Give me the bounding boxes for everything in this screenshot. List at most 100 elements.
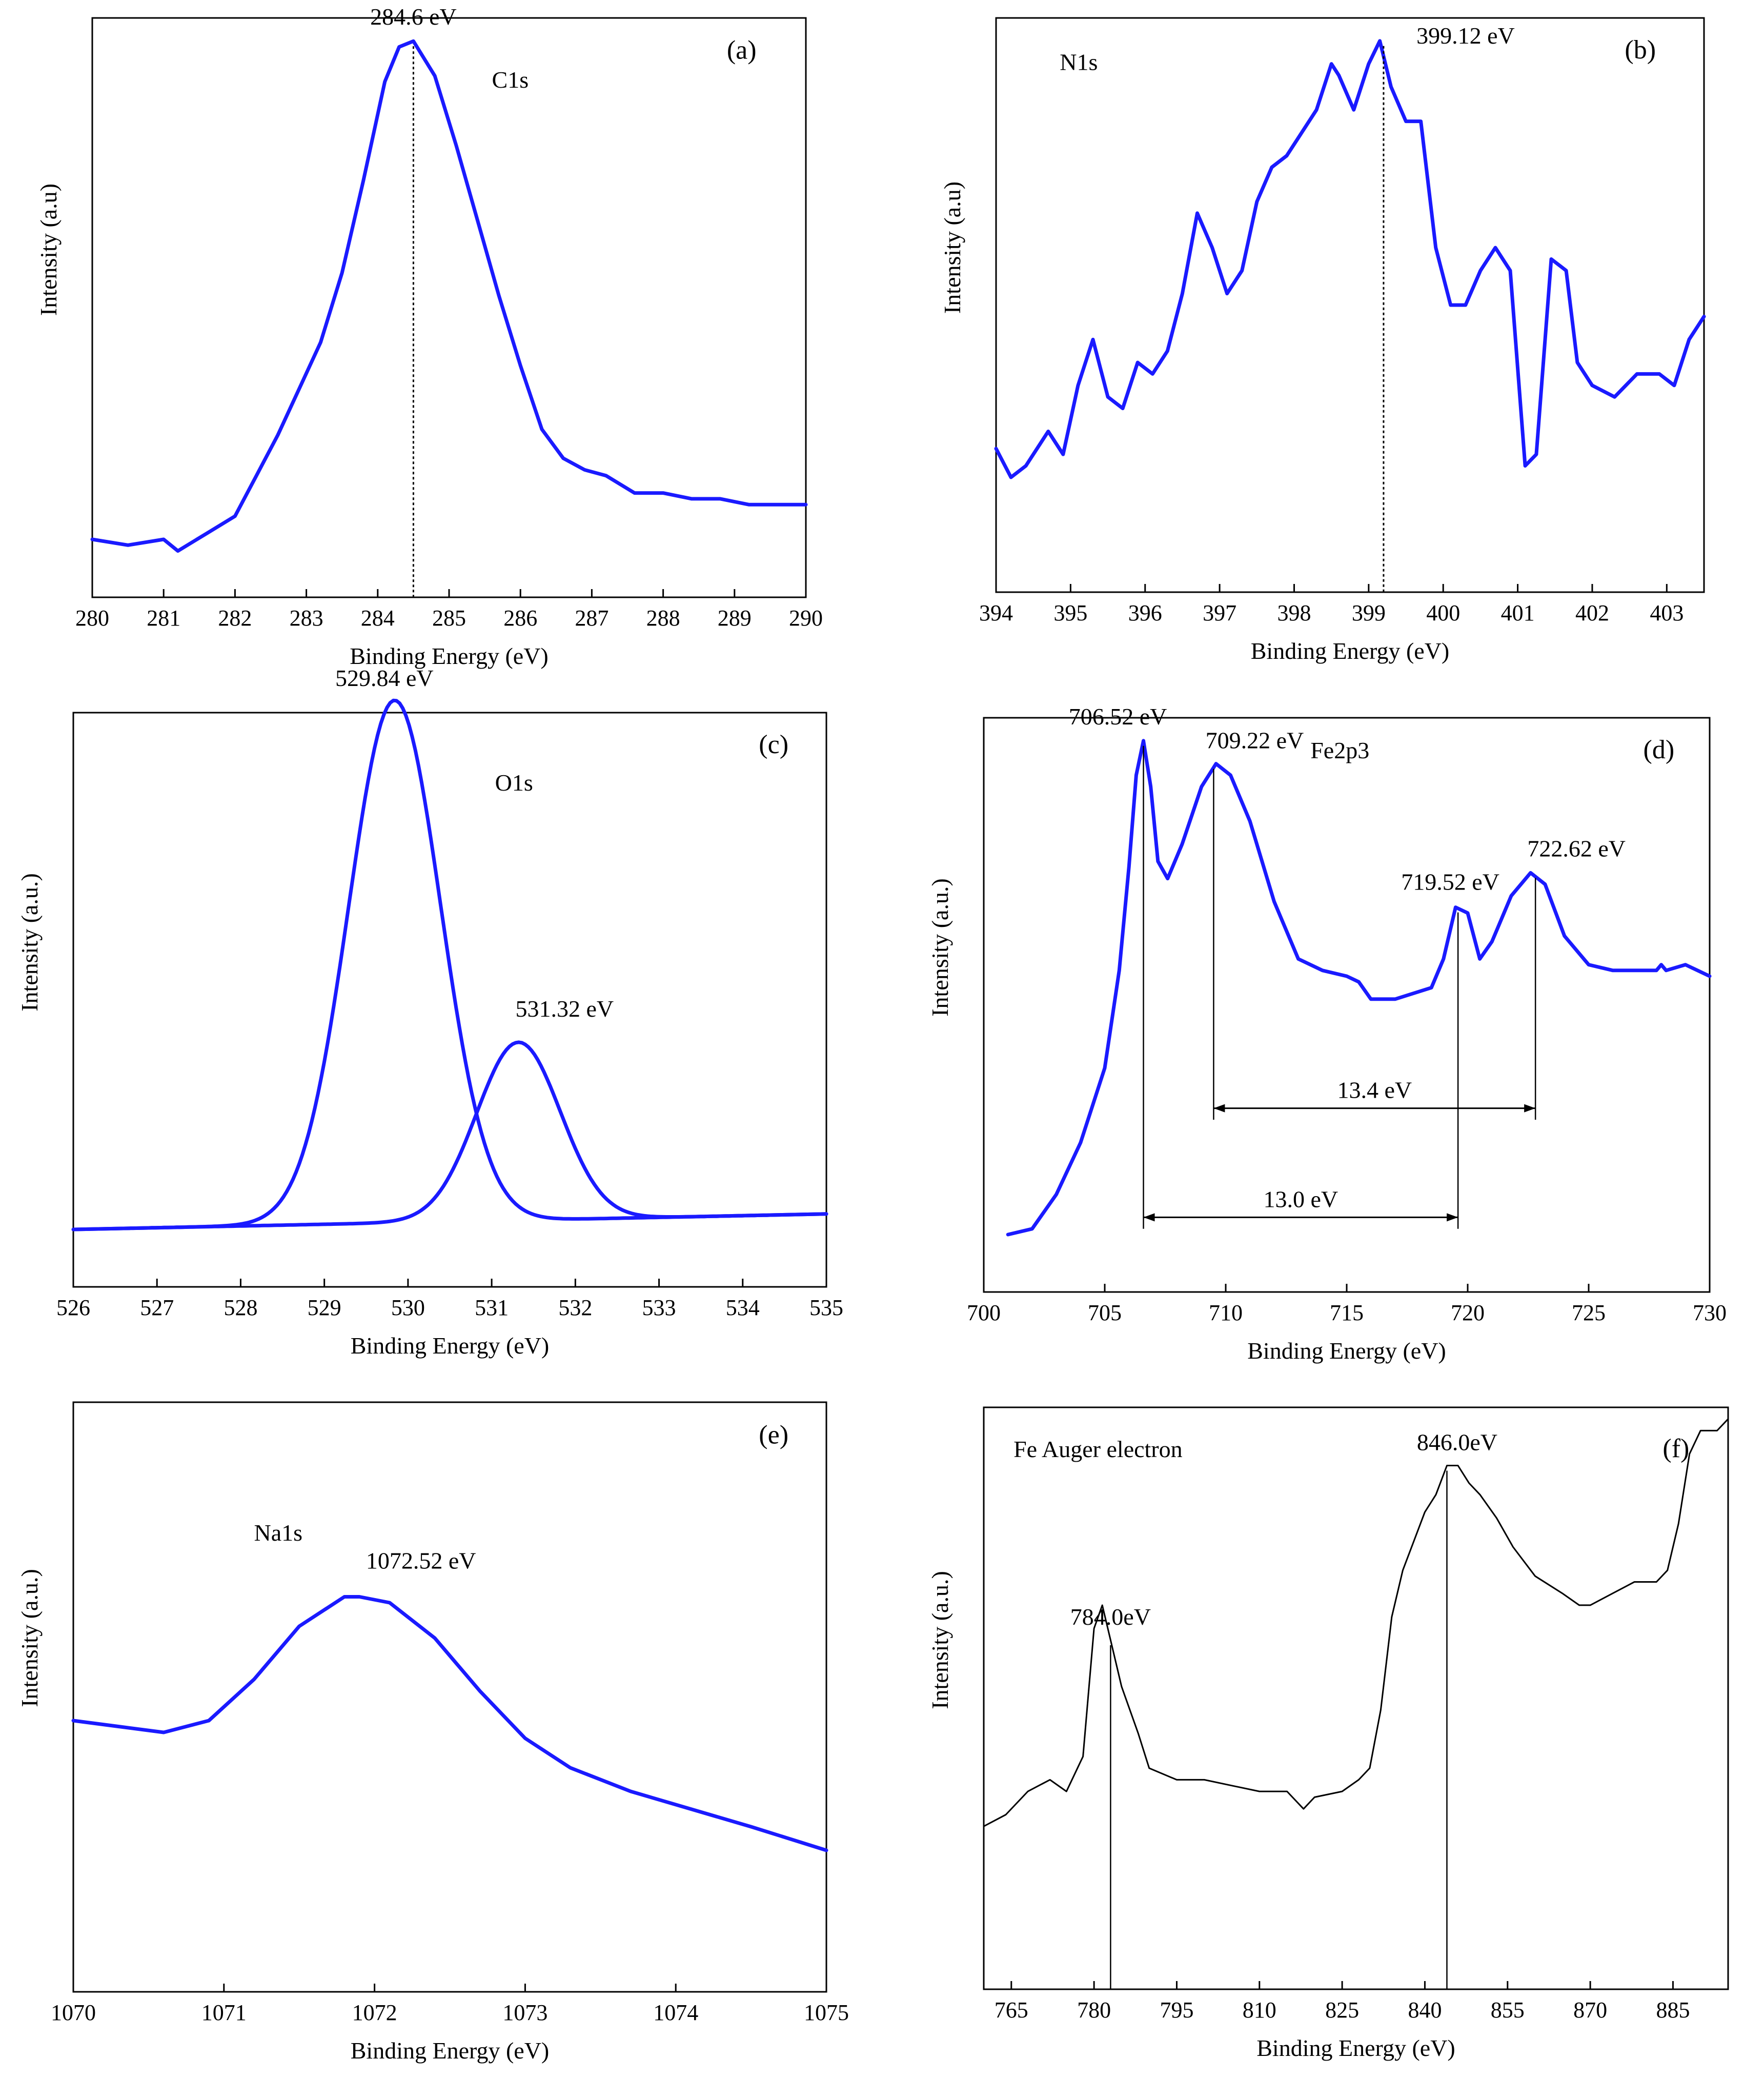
x-tick-label: 1070 — [51, 2000, 96, 2025]
range-label: 13.0 eV — [1263, 1186, 1338, 1212]
x-axis-label: Binding Energy (eV) — [1256, 2035, 1455, 2061]
panel-title: Fe Auger electron — [1013, 1436, 1183, 1462]
x-tick-label: 526 — [56, 1295, 90, 1320]
x-tick-label: 885 — [1656, 1997, 1690, 2023]
x-tick-label: 715 — [1330, 1300, 1364, 1325]
x-tick-label: 394 — [979, 600, 1013, 625]
x-tick-label: 840 — [1408, 1997, 1442, 2023]
x-axis-label: Binding Energy (eV) — [351, 1332, 550, 1359]
panel-title: N1s — [1060, 49, 1098, 75]
panel-a: 280 281 282 283 284 285 286 287 288 289 290 Binding… — [35, 4, 823, 669]
x-tick-label: 402 — [1575, 600, 1609, 625]
x-tick-label: 534 — [726, 1295, 760, 1320]
x-tick-label: 397 — [1203, 600, 1236, 625]
x-tick-label: 282 — [218, 605, 252, 631]
x-tick-label: 535 — [809, 1295, 843, 1320]
panel-c: 526 527 528 529 530 531 532 533 534 535 Binding En… — [16, 665, 843, 1359]
series-line — [1006, 739, 1712, 1237]
peak-label: 784.0eV — [1070, 1604, 1151, 1630]
x-tick-label: 725 — [1572, 1300, 1606, 1325]
x-tick-label: 765 — [995, 1997, 1028, 2023]
x-tick-label: 870 — [1573, 1997, 1607, 2023]
panel-f: 765 780 795 810 825 840 855 870 885 Binding Energ… — [927, 1406, 1729, 2061]
panel-title: Fe2p3 — [1310, 737, 1369, 763]
plot-frame — [72, 1401, 827, 1993]
x-tick-label: 403 — [1650, 600, 1684, 625]
panel-tag: (a) — [727, 36, 757, 65]
x-tick-label: 533 — [642, 1295, 676, 1320]
panel-title: O1s — [495, 770, 533, 796]
x-tick-label: 290 — [789, 605, 823, 631]
x-tick-label: 401 — [1501, 600, 1535, 625]
panel-tag: (f) — [1662, 1434, 1689, 1463]
x-tick-label: 529 — [308, 1295, 341, 1320]
x-tick-label: 398 — [1277, 600, 1311, 625]
peak-label: 722.62 eV — [1527, 835, 1626, 861]
plot-frame — [72, 712, 827, 1288]
peak-label: 529.84 eV — [335, 665, 434, 691]
x-tick-label: 530 — [391, 1295, 425, 1320]
peak-label: 846.0eV — [1417, 1429, 1497, 1456]
x-tick-label: 1071 — [201, 2000, 247, 2025]
peak-label: 706.52 eV — [1069, 703, 1167, 730]
x-tick-label: 285 — [432, 605, 466, 631]
y-axis-label: Intensity (a.u.) — [927, 1571, 953, 1709]
peak-label: 399.12 eV — [1416, 23, 1515, 49]
panel-e: 1070 1071 1072 1073 1074 1075 Binding Energy (… — [16, 1401, 849, 2064]
plot-frame — [983, 1406, 1729, 1990]
x-axis-label: Binding Energy (eV) — [1251, 638, 1450, 664]
series-line — [71, 1595, 828, 1852]
x-tick-label: 531 — [475, 1295, 509, 1320]
x-tick-label: 527 — [140, 1295, 174, 1320]
series-line — [983, 1418, 1729, 1827]
panel-title: Na1s — [254, 1520, 303, 1546]
x-tick-label: 720 — [1451, 1300, 1485, 1325]
x-tick-label: 399 — [1352, 600, 1386, 625]
x-tick-label: 396 — [1128, 600, 1162, 625]
x-tick-label: 400 — [1426, 600, 1460, 625]
x-tick-label: 532 — [558, 1295, 592, 1320]
x-axis-label: Binding Energy (eV) — [350, 643, 549, 669]
panel-tag: (d) — [1644, 735, 1675, 764]
x-tick-label: 855 — [1491, 1997, 1525, 2023]
panel-b: 394 395 396 397 398 399 400 401 402 403 Binding En… — [939, 17, 1706, 664]
x-tick-label: 795 — [1160, 1997, 1193, 2023]
range-label: 13.4 eV — [1337, 1077, 1412, 1103]
x-tick-label: 528 — [224, 1295, 257, 1320]
peak-label: 709.22 eV — [1206, 728, 1304, 754]
panel-d: 700 705 710 715 720 725 730 Binding Energy (eV)… — [927, 703, 1727, 1364]
y-axis-label: Intensity (a.u) — [939, 181, 965, 314]
x-tick-label: 700 — [967, 1300, 1001, 1325]
plot-frame — [995, 17, 1705, 593]
x-axis-label: Binding Energy (eV) — [1247, 1338, 1446, 1364]
panel-tag: (e) — [759, 1420, 788, 1449]
x-tick-label: 289 — [718, 605, 752, 631]
peak-label: 531.32 eV — [516, 996, 614, 1022]
x-tick-label: 1075 — [804, 2000, 849, 2025]
y-axis-label: Intensity (a.u.) — [16, 873, 43, 1012]
x-tick-label: 710 — [1209, 1300, 1243, 1325]
x-tick-label: 281 — [147, 605, 180, 631]
peak-label: 719.52 eV — [1401, 869, 1499, 895]
y-axis-label: Intensity (a.u.) — [16, 1569, 43, 1707]
panel-tag: (c) — [759, 730, 788, 759]
x-tick-label: 825 — [1325, 1997, 1359, 2023]
panel-tag: (b) — [1625, 35, 1656, 65]
series-line-2 — [71, 1040, 828, 1231]
x-tick-label: 284 — [361, 605, 395, 631]
x-tick-label: 730 — [1693, 1300, 1727, 1325]
x-tick-label: 395 — [1053, 600, 1087, 625]
x-tick-label: 280 — [75, 605, 109, 631]
x-tick-label: 1073 — [502, 2000, 547, 2025]
x-axis-label: Binding Energy (eV) — [351, 2037, 550, 2064]
x-tick-label: 1072 — [352, 2000, 397, 2025]
x-tick-label: 288 — [646, 605, 680, 631]
panel-title: C1s — [492, 67, 529, 93]
x-tick-label: 810 — [1243, 1997, 1276, 2023]
series-line — [90, 39, 808, 553]
y-axis-label: Intensity (a.u.) — [927, 878, 953, 1017]
x-tick-label: 1074 — [653, 2000, 698, 2025]
peak-label: 284.6 eV — [370, 4, 457, 30]
peak-label: 1072.52 eV — [366, 1548, 476, 1574]
